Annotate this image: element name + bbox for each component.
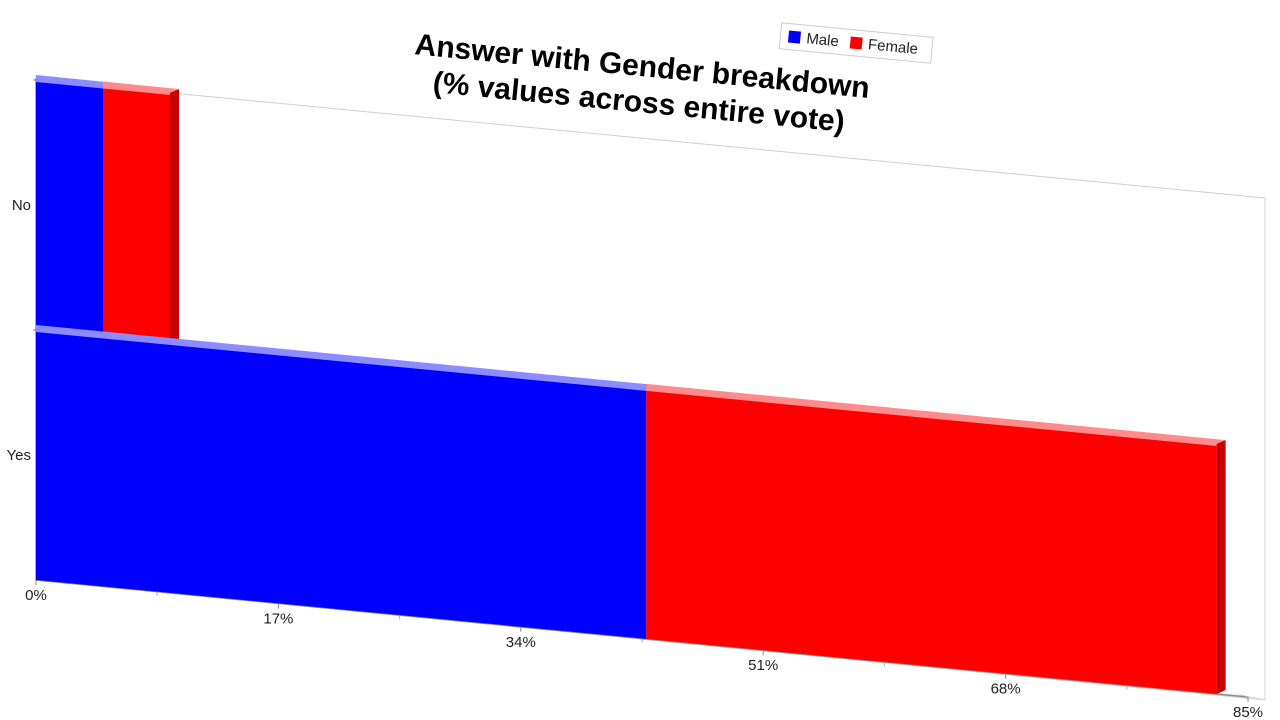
bar-side [1216,439,1226,694]
bar-yes-female [646,383,1226,694]
x-tick-label: 17% [263,610,293,627]
bar-top [36,75,112,89]
y-category-label: Yes [7,447,31,464]
legend-label-male: Male [806,30,840,50]
legend-swatch-female [849,36,863,50]
bar-top [36,325,655,391]
legend-label-female: Female [867,36,918,58]
x-tick-label: 85% [1233,704,1263,720]
bar-face [36,80,104,337]
bars [36,75,1226,694]
legend: Male Female [778,22,934,64]
bar-no-male [36,75,112,337]
y-category-label: No [12,197,31,214]
x-tick-label: 0% [25,587,47,604]
legend-swatch-male [787,30,802,44]
bar-face [646,388,1217,694]
bar-side [170,88,180,343]
x-tick-label: 68% [991,681,1021,698]
bar-yes-male [36,325,655,639]
bar-top [103,81,179,95]
x-tick-label: 34% [506,634,536,651]
bar-no-female [103,81,180,343]
bar-face [36,330,647,639]
x-tick-label: 51% [748,657,778,674]
bar-face [103,86,171,343]
x-ticks: 0% 17% 34% 51% 68% 85% [25,580,1263,720]
y-category-labels: No Yes [7,79,38,464]
bar-top [646,383,1225,446]
